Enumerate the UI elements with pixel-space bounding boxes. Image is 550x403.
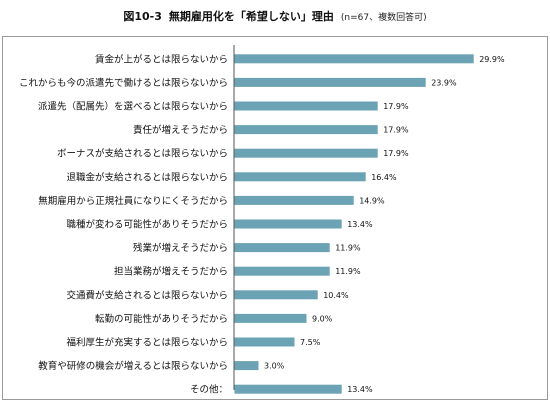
data-label: 14.9%: [359, 196, 385, 205]
data-label: 17.9%: [383, 102, 409, 111]
bar: [234, 337, 295, 347]
data-label: 11.9%: [335, 267, 361, 276]
category-label: 担当業務が増えそうだから: [114, 266, 228, 278]
bar: [234, 77, 426, 87]
category-label: 職種が変わる可能性がありそうだから: [66, 219, 228, 231]
data-label: 11.9%: [335, 244, 361, 253]
category-label: ボーナスが支給されるとは限らないから: [57, 148, 228, 160]
bar: [234, 313, 307, 323]
data-label: 23.9%: [431, 78, 457, 87]
bar: [234, 290, 318, 300]
bar: [234, 361, 259, 371]
category-label: 転勤の可能性がありそうだから: [95, 313, 228, 325]
data-label: 9.0%: [312, 314, 333, 323]
category-label: 残業が増えそうだから: [133, 242, 228, 254]
bar: [234, 125, 378, 135]
bar: [234, 243, 330, 253]
bar: [234, 101, 378, 111]
bar: [234, 195, 354, 205]
bar: [234, 54, 474, 64]
chart-title-main: 無期雇用化を「希望しない」理由: [168, 10, 334, 23]
category-label: 退職金が支給されるとは限らないから: [66, 171, 228, 183]
chart-title-prefix: 図10-3: [123, 10, 162, 23]
category-label: 福利厚生が充実するとは限らないから: [66, 337, 228, 349]
category-label: 教育や研修の機会が増えるとは限らないから: [38, 360, 228, 372]
category-label: 交通費が支給されるとは限らないから: [66, 289, 228, 301]
data-label: 10.4%: [323, 291, 349, 300]
data-label: 7.5%: [300, 338, 321, 347]
category-label: 責任が増えそうだから: [133, 124, 228, 136]
data-label: 17.9%: [383, 149, 409, 158]
data-label: 16.4%: [371, 173, 397, 182]
data-label: 3.0%: [264, 362, 285, 371]
data-label: 13.4%: [347, 385, 373, 394]
category-label: 派遣先（配属先）を選べるとは限らないから: [38, 101, 228, 113]
bar: [234, 266, 330, 276]
bar: [234, 172, 366, 182]
chart-title-note: (n=67、複数回答可): [340, 13, 427, 23]
category-label: 無期雇用から正規社員になりにくそうだから: [38, 195, 228, 207]
chart-frame: [2, 36, 548, 400]
bar: [234, 219, 342, 229]
bar: [234, 148, 378, 158]
bar: [234, 384, 342, 394]
data-label: 29.9%: [479, 55, 505, 64]
data-label: 17.9%: [383, 126, 409, 135]
data-label: 13.4%: [347, 220, 373, 229]
category-label: 賃金が上がるとは限らないから: [95, 53, 228, 65]
chart-title: 図10-3 無期雇用化を「希望しない」理由 (n=67、複数回答可): [0, 8, 550, 24]
category-label: その他：: [190, 384, 228, 396]
category-label: これからも今の派遣先で働けるとは限らないから: [19, 77, 228, 89]
